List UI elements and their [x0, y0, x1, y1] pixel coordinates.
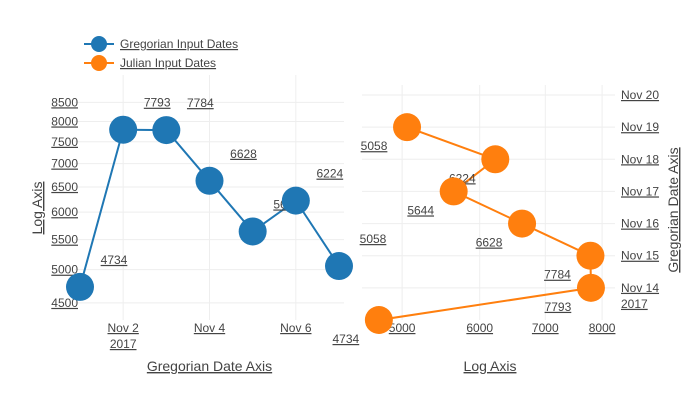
x-tick-label: 5000 [389, 321, 416, 335]
data-label: 7784 [544, 268, 571, 282]
axes-right: 5000 6000 7000 8000 Nov 14 2017 Nov 15 Nov 16 No… [389, 88, 681, 374]
data-label: 6628 [476, 236, 503, 250]
data-point[interactable] [66, 272, 94, 301]
data-point[interactable] [109, 115, 138, 144]
y-tick-label: Nov 19 [621, 120, 659, 134]
x-tick-label: Nov 2 [107, 321, 139, 335]
data-point[interactable] [325, 252, 353, 281]
y-axis-title: Log Axis [29, 182, 45, 235]
legend-item[interactable]: Gregorian Input Dates [84, 36, 238, 52]
y-tick-label: Nov 15 [621, 249, 659, 263]
data-label: 4734 [101, 253, 128, 267]
y-axis-title: Gregorian Date Axis [665, 147, 681, 272]
y-tick-label: Nov 14 [621, 281, 659, 295]
data-point[interactable] [439, 177, 468, 206]
legend[interactable]: Gregorian Input Dates Julian Input Dates [84, 36, 238, 71]
legend-marker [91, 36, 107, 52]
data-label: 5058 [361, 139, 388, 153]
y-tick-label: 5000 [51, 263, 78, 277]
y-tick-label: 6500 [51, 180, 78, 194]
data-label: 7784 [187, 96, 214, 110]
legend-marker [91, 55, 107, 71]
x-tick-label: Nov 4 [194, 321, 226, 335]
legend-label: Gregorian Input Dates [120, 37, 238, 51]
plot-right[interactable]: 5000 6000 7000 8000 Nov 14 2017 Nov 15 Nov 16 No… [333, 85, 681, 374]
y-tick-label: 5500 [51, 233, 78, 247]
data-label: 5644 [407, 203, 434, 217]
y-tick-label: Nov 20 [621, 88, 659, 102]
data-point[interactable] [576, 273, 605, 302]
data-point[interactable] [152, 116, 181, 145]
x-axis-title: Gregorian Date Axis [147, 358, 272, 374]
y-tick-label: Nov 17 [621, 184, 659, 198]
data-point[interactable] [481, 145, 510, 174]
x-tick-label: 8000 [589, 321, 616, 335]
y-tick-sublabel: 2017 [621, 297, 648, 311]
y-tick-label: 8500 [51, 95, 78, 109]
data-label: 5058 [360, 232, 387, 246]
data-point[interactable] [281, 186, 310, 215]
data-label: 6224 [316, 167, 343, 181]
data-point[interactable] [238, 217, 267, 246]
x-axis-title: Log Axis [464, 358, 517, 374]
x-tick-label: 7000 [532, 321, 559, 335]
x-tick-label: 6000 [466, 321, 493, 335]
axes-left: 4500 5000 5500 6000 6500 7000 7500 8000 8500 Nov … [29, 95, 312, 374]
y-tick-label: 4500 [51, 296, 78, 310]
data-point[interactable] [195, 166, 224, 195]
y-tick-label: 8000 [51, 114, 78, 128]
x-tick-label: Nov 6 [280, 321, 312, 335]
y-tick-label: Nov 18 [621, 152, 659, 166]
data-label: 4734 [333, 332, 360, 346]
data-point[interactable] [576, 241, 605, 270]
y-tick-label: 7500 [51, 135, 78, 149]
data-point[interactable] [364, 306, 393, 334]
data-label: 7793 [144, 96, 171, 110]
legend-item[interactable]: Julian Input Dates [84, 55, 216, 71]
y-tick-label: 6000 [51, 205, 78, 219]
y-tick-label: 7000 [51, 157, 78, 171]
y-tick-label: Nov 16 [621, 217, 659, 231]
x-tick-sublabel: 2017 [110, 337, 137, 351]
data-label: 6628 [230, 147, 257, 161]
data-point[interactable] [393, 113, 422, 142]
data-label: 7793 [545, 300, 572, 314]
legend-label: Julian Input Dates [120, 56, 216, 70]
plot-left[interactable]: 4500 5000 5500 6000 6500 7000 7500 8000 8500 Nov … [29, 75, 387, 374]
data-point[interactable] [508, 209, 537, 238]
